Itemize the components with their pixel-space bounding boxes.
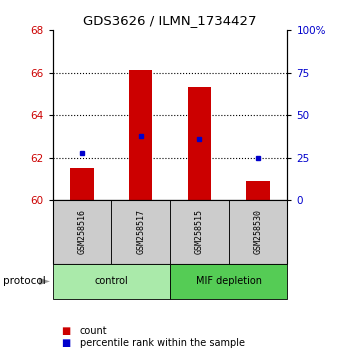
Text: count: count	[80, 326, 107, 336]
Bar	[188, 87, 211, 200]
Bar	[246, 181, 270, 200]
Text: protocol: protocol	[3, 276, 46, 286]
Text: GSM258516: GSM258516	[78, 209, 86, 255]
Text: MIF depletion: MIF depletion	[195, 276, 262, 286]
Bar	[129, 70, 152, 200]
Text: ■: ■	[61, 338, 70, 348]
Text: GSM258515: GSM258515	[195, 209, 204, 255]
Text: GSM258517: GSM258517	[136, 209, 145, 255]
Bar	[70, 168, 94, 200]
Text: ■: ■	[61, 326, 70, 336]
Text: percentile rank within the sample: percentile rank within the sample	[80, 338, 245, 348]
Bar	[53, 264, 170, 299]
Bar	[170, 264, 287, 299]
Bar	[228, 200, 287, 264]
Bar	[112, 200, 170, 264]
Bar	[170, 200, 228, 264]
Text: GDS3626 / ILMN_1734427: GDS3626 / ILMN_1734427	[83, 14, 257, 27]
Text: control: control	[95, 276, 128, 286]
Text: GSM258530: GSM258530	[254, 209, 262, 255]
Bar	[53, 200, 112, 264]
Polygon shape	[39, 278, 50, 285]
